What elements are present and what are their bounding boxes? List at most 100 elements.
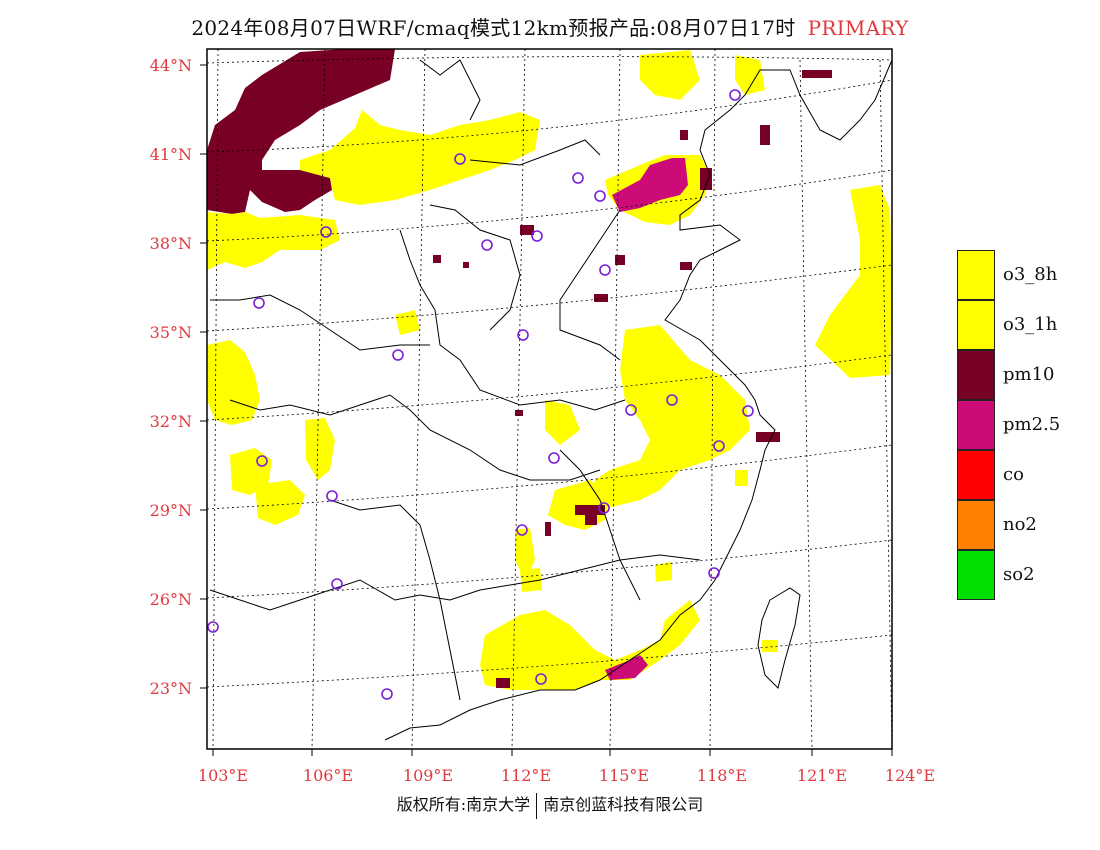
o3-central-west xyxy=(305,418,335,480)
lat-label-38: 38°N xyxy=(149,234,192,253)
lat-label-29: 29°N xyxy=(149,501,192,520)
o3-west-block xyxy=(207,212,340,270)
lat-label-23: 23°N xyxy=(149,679,192,698)
province-line-3 xyxy=(429,204,521,331)
lon-line-106 xyxy=(311,48,326,750)
station-marker xyxy=(742,405,754,417)
station-marker xyxy=(548,452,560,464)
copyright-left: 版权所有:南京大学 xyxy=(396,795,531,814)
station-marker xyxy=(594,190,606,202)
province-line-10 xyxy=(559,449,641,601)
lat-line-32 xyxy=(206,354,893,421)
station-marker xyxy=(256,455,268,467)
legend-label: no2 xyxy=(1003,514,1037,535)
footer-separator xyxy=(536,792,538,819)
lat-line-29 xyxy=(206,444,893,510)
lon-label-115: 115°E xyxy=(598,766,650,785)
lon-line-109 xyxy=(411,48,426,750)
lat-line-41 xyxy=(206,79,893,153)
o3-ne-patch-2 xyxy=(735,55,765,95)
station-marker xyxy=(516,524,528,536)
province-line-8 xyxy=(329,499,461,701)
lon-label-103: 103°E xyxy=(197,766,249,785)
copyright-footer: 版权所有:南京大学 南京创蓝科技有限公司 xyxy=(0,791,1100,819)
lon-line-115 xyxy=(609,48,621,750)
lat-label-35: 35°N xyxy=(149,323,192,342)
o3-small-5 xyxy=(735,470,748,486)
station-marker xyxy=(331,578,343,590)
lat-label-44: 44°N xyxy=(149,56,192,75)
lat-line-38 xyxy=(206,169,893,242)
province-line-1 xyxy=(419,59,481,121)
o3-yangtze xyxy=(590,325,750,510)
map-frame xyxy=(206,48,893,750)
station-marker xyxy=(729,89,741,101)
station-marker xyxy=(666,394,678,406)
o3-sw-patch-2 xyxy=(255,480,305,525)
province-line-7 xyxy=(209,554,701,611)
lat-label-41: 41°N xyxy=(149,145,192,164)
station-markers xyxy=(207,89,754,700)
o3-small-3 xyxy=(655,562,672,582)
pm25-beijing-tianjin xyxy=(612,158,688,212)
lon-label-106: 106°E xyxy=(302,766,354,785)
province-line-9 xyxy=(559,209,621,361)
legend-label: pm10 xyxy=(1003,364,1055,385)
boundary-lines xyxy=(209,59,893,741)
station-marker xyxy=(517,329,529,341)
station-marker xyxy=(708,567,720,579)
station-marker xyxy=(454,153,466,165)
o3-east-sea xyxy=(815,185,892,378)
lon-line-112 xyxy=(511,48,526,750)
station-marker xyxy=(531,230,543,242)
o3-hunan-strip xyxy=(515,528,535,580)
pm25-regions xyxy=(605,158,688,680)
legend-swatch xyxy=(957,400,995,450)
station-marker xyxy=(572,172,584,184)
lat-label-32: 32°N xyxy=(149,412,192,431)
legend-swatch xyxy=(957,500,995,550)
legend-label: o3_8h xyxy=(1003,264,1058,285)
o3-small-2 xyxy=(520,568,542,592)
lon-label-109: 109°E xyxy=(402,766,454,785)
copyright-right: 南京创蓝科技有限公司 xyxy=(543,795,704,814)
graticule xyxy=(206,48,893,750)
o3-ne-patch xyxy=(640,50,700,100)
station-marker xyxy=(326,490,338,502)
legend-label: co xyxy=(1003,464,1024,485)
province-line-4 xyxy=(399,229,626,411)
pm25-pearl-river xyxy=(605,655,648,680)
station-marker xyxy=(625,404,637,416)
lon-label-124: 124°E xyxy=(884,766,936,785)
axis-ticks xyxy=(200,64,893,756)
station-marker xyxy=(392,349,404,361)
station-marker xyxy=(535,673,547,685)
lon-label-121: 121°E xyxy=(796,766,848,785)
legend-swatch xyxy=(957,250,995,300)
coastline-east xyxy=(384,59,893,741)
o3-band-north xyxy=(300,110,540,205)
province-line-5 xyxy=(210,294,430,351)
legend-swatch xyxy=(957,450,995,500)
province-line-2 xyxy=(469,139,601,166)
legend-swatch xyxy=(957,300,995,350)
taiwan-outline xyxy=(757,587,801,689)
o3-small-4 xyxy=(762,640,778,652)
legend-swatch xyxy=(957,550,995,600)
legend-label: so2 xyxy=(1003,564,1035,585)
station-marker xyxy=(481,239,493,251)
station-marker xyxy=(381,688,393,700)
pm10-region-northwest xyxy=(207,49,395,214)
legend-swatch xyxy=(957,350,995,400)
lon-label-112: 112°E xyxy=(500,766,552,785)
station-marker xyxy=(320,226,332,238)
station-marker xyxy=(207,621,219,633)
lon-label-118: 118°E xyxy=(696,766,748,785)
o3-sw-patch-1 xyxy=(230,448,272,495)
title-main: 2024年08月07日WRF/cmaq模式12km预报产品:08月07日17时 xyxy=(191,16,796,40)
title-primary-tag: PRIMARY xyxy=(807,16,909,40)
map-title: 2024年08月07日WRF/cmaq模式12km预报产品:08月07日17时 P… xyxy=(0,12,1100,41)
o3-central-band xyxy=(545,400,580,445)
lat-label-26: 26°N xyxy=(149,590,192,609)
